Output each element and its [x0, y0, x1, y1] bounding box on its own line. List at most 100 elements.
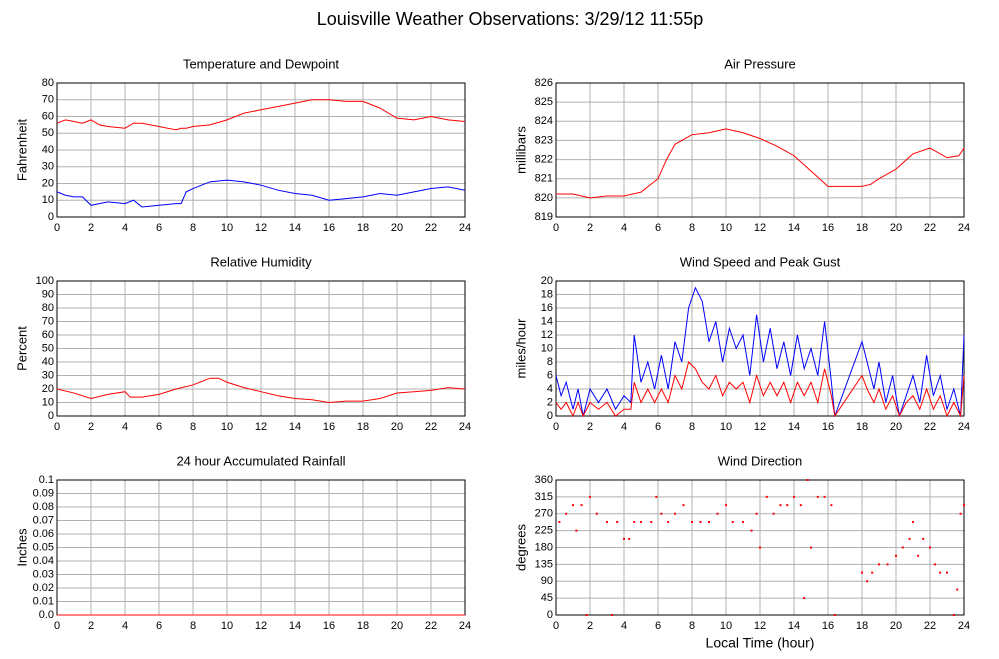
x-tick-label: 6: [156, 620, 162, 632]
data-point: [823, 495, 826, 498]
x-tick-label: 0: [553, 222, 559, 234]
x-tick-label: 8: [689, 421, 695, 433]
x-tick-label: 20: [890, 620, 902, 632]
y-tick-label: 0: [547, 609, 553, 621]
data-point: [575, 529, 578, 532]
data-point: [660, 512, 663, 515]
y-tick-label: 10: [42, 194, 54, 206]
data-point: [558, 521, 561, 523]
x-tick-label: 6: [655, 222, 661, 234]
y-tick-label: 0: [547, 410, 553, 422]
y-tick-label: 40: [42, 144, 54, 156]
data-point: [623, 537, 625, 540]
data-line: [555, 361, 965, 418]
data-point: [901, 546, 904, 549]
plot-frame: [555, 479, 965, 616]
x-tick-label: 16: [822, 222, 834, 234]
y-tick-label: 14: [541, 315, 553, 327]
x-tick-label: 14: [788, 421, 800, 433]
y-tick-label: 0.02: [33, 582, 54, 594]
data-point: [772, 512, 775, 515]
x-tick-label: 14: [289, 620, 301, 632]
data-point: [946, 571, 948, 574]
data-point: [750, 529, 753, 532]
chart-title: Relative Humidity: [210, 254, 312, 269]
y-tick-label: 360: [535, 474, 553, 486]
x-tick-label: 20: [391, 620, 403, 632]
y-tick-label: 0.06: [33, 528, 54, 540]
x-tick-label: 18: [856, 421, 868, 433]
y-axis-label: Fahrenheit: [14, 119, 29, 182]
data-line: [56, 179, 466, 208]
data-point: [810, 546, 812, 549]
y-tick-label: 8: [547, 356, 553, 368]
x-tick-label: 10: [221, 620, 233, 632]
y-axis-label: millibars: [513, 126, 528, 174]
x-tick-label: 0: [553, 620, 559, 632]
x-tick-label: 14: [788, 620, 800, 632]
data-point: [606, 521, 608, 523]
y-tick-label: 30: [42, 161, 54, 173]
y-tick-label: 0: [48, 410, 54, 422]
y-tick-label: 90: [42, 288, 54, 300]
y-tick-label: 30: [42, 369, 54, 381]
y-tick-label: 821: [535, 173, 553, 185]
y-tick-label: 4: [547, 383, 553, 395]
data-point: [895, 554, 897, 557]
data-point: [765, 495, 768, 498]
data-point: [816, 495, 819, 498]
x-tick-label: 4: [122, 222, 128, 234]
x-tick-label: 18: [856, 620, 868, 632]
y-tick-label: 315: [535, 491, 553, 503]
data-point: [803, 597, 806, 600]
data-point: [699, 521, 702, 523]
y-tick-label: 135: [535, 558, 553, 570]
x-tick-label: 18: [856, 222, 868, 234]
data-point: [956, 588, 959, 591]
data-point: [939, 571, 942, 574]
page-title: Louisville Weather Observations: 3/29/12…: [317, 9, 704, 29]
x-tick-label: 22: [425, 620, 437, 632]
y-tick-label: 0.01: [33, 595, 54, 607]
data-point: [959, 512, 962, 515]
y-tick-label: 0.04: [33, 555, 54, 567]
y-tick-label: 50: [42, 342, 54, 354]
data-point: [866, 580, 869, 583]
data-point: [833, 614, 836, 616]
data-point: [585, 614, 588, 616]
data-point: [908, 537, 911, 540]
x-tick-label: 18: [357, 222, 369, 234]
chart-title: Wind Speed and Peak Gust: [680, 254, 841, 269]
y-tick-label: 60: [42, 110, 54, 122]
data-point: [929, 546, 931, 549]
y-axis-label: Inches: [14, 528, 29, 567]
data-point: [886, 563, 889, 566]
data-point: [595, 512, 598, 515]
x-tick-label: 4: [621, 620, 627, 632]
x-tick-label: 16: [323, 421, 335, 433]
x-tick-label: 6: [156, 222, 162, 234]
x-tick-label: 24: [459, 222, 471, 234]
x-tick-label: 2: [587, 222, 593, 234]
data-point: [878, 563, 880, 566]
data-point: [799, 504, 802, 507]
x-tick-label: 18: [357, 421, 369, 433]
y-tick-label: 100: [36, 275, 54, 287]
x-tick-label: 12: [754, 421, 766, 433]
y-tick-label: 2: [547, 396, 553, 408]
x-tick-label: 8: [689, 620, 695, 632]
y-tick-label: 20: [42, 383, 54, 395]
y-tick-label: 6: [547, 369, 553, 381]
y-tick-label: 12: [541, 329, 553, 341]
data-point: [589, 495, 591, 498]
data-point: [922, 537, 925, 540]
y-axis-label: miles/hour: [513, 318, 528, 379]
data-point: [917, 554, 920, 557]
data-point: [682, 504, 685, 507]
chart-title: Temperature and Dewpoint: [183, 56, 339, 71]
data-point: [633, 521, 636, 523]
plot-frame: [555, 82, 965, 218]
data-point: [691, 521, 693, 523]
y-tick-label: 0.08: [33, 501, 54, 513]
x-tick-label: 24: [958, 421, 970, 433]
